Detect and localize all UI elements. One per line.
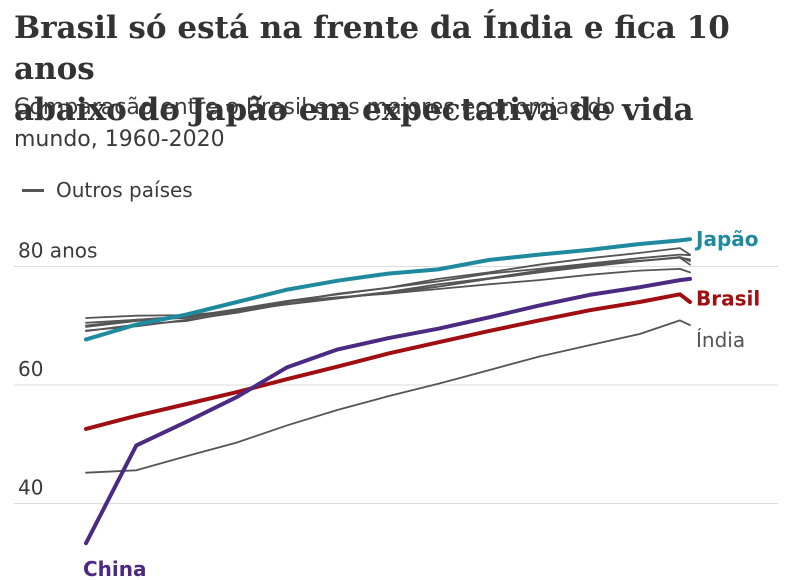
legend: Outros países [22,176,193,204]
gridlines [14,265,778,505]
chart-subtitle-line-1: Comparação entre o Brasil e as maiores e… [14,95,616,120]
series-line-outro-pais-6 [85,253,691,328]
series-lines [84,237,692,546]
series-label-japao: Japão [694,227,759,251]
series-line-brasil [84,292,692,431]
chart-subtitle-line-2: mundo, 1960-2020 [14,127,225,152]
y-tick-label-80: 80 anos [18,238,97,262]
y-tick-label-60: 60 [18,357,43,381]
series-line-outro-pais-5 [85,256,691,324]
chart-title: Brasil só está na frente da Índia e fica… [14,8,794,131]
series-line-japao [84,237,692,342]
series-line-outro-pais-9 [85,256,691,332]
chart-subtitle: Comparação entre o Brasil e as maiores e… [14,92,794,156]
chart-title-line-2: abaixo do Japão em expectativa de vida [14,92,694,128]
series-line-india [85,319,691,474]
chart-title-line-1: Brasil só está na frente da Índia e fica… [14,10,730,87]
series-label-china: China [83,557,147,580]
series-line-outro-pais-4 [85,267,691,327]
series-line-china [84,276,692,546]
legend-line-swatch [22,188,44,192]
y-axis-tick-labels: 80 anos 60 40 [18,238,97,499]
legend-label-outros-paises: Outros países [56,178,193,202]
series-label-india: Índia [696,328,745,352]
y-tick-label-40: 40 [18,476,43,500]
series-labels: Japão Brasil China Índia [83,227,760,580]
series-label-brasil: Brasil [696,286,760,310]
